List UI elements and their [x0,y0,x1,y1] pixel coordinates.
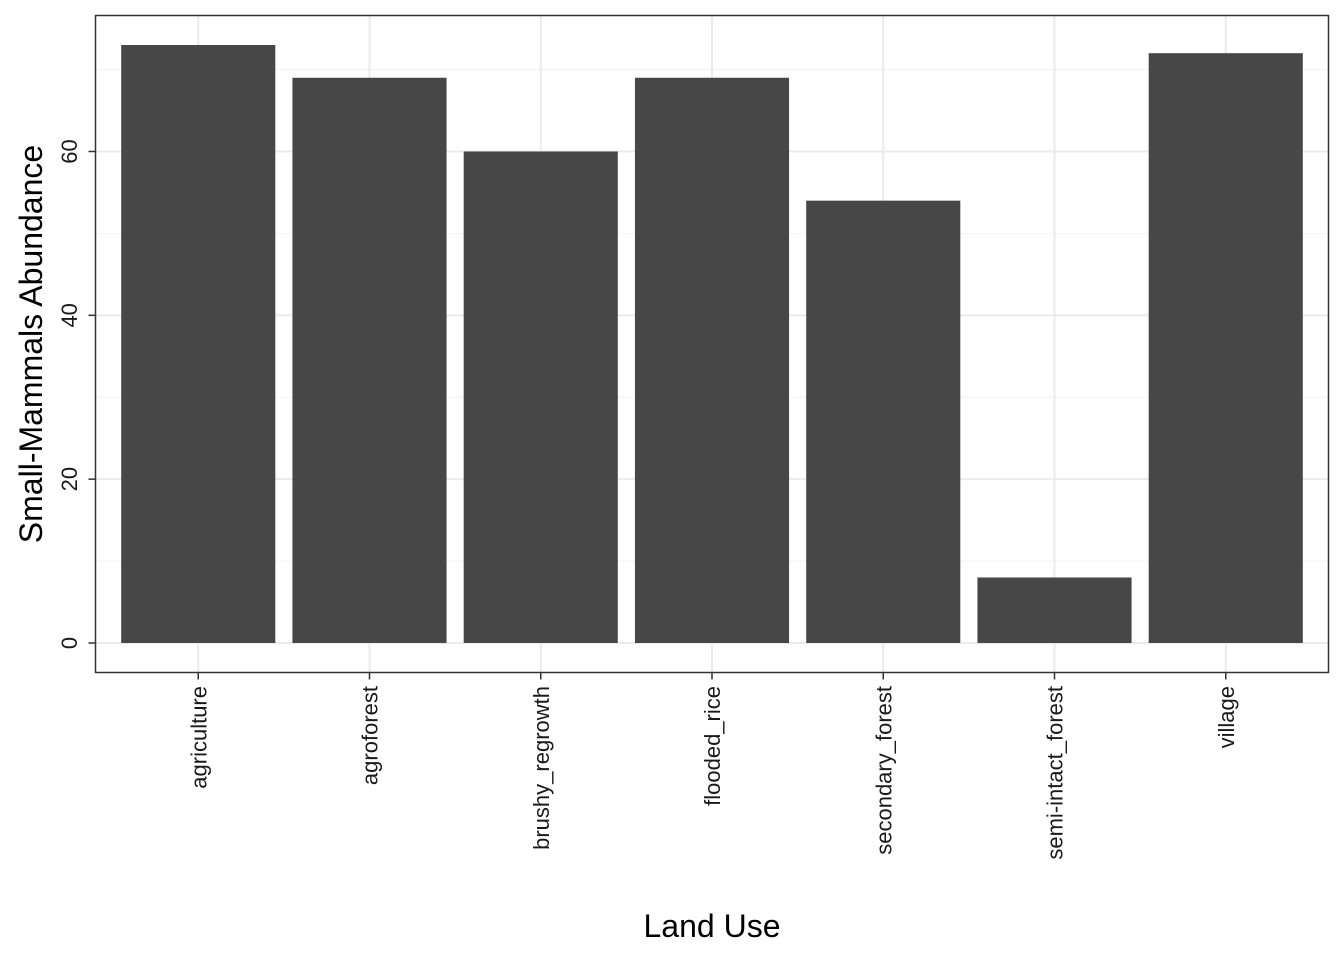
x-tick-label-agriculture: agriculture [186,686,211,789]
bar-agroforest [292,77,447,644]
y-axis-title: Small-Mammals Abundance [13,145,49,543]
y-tick-label: 40 [57,303,82,327]
y-tick-label: 60 [57,139,82,163]
x-tick-label-village: village [1214,686,1239,748]
x-tick-label-brushy_regrowth: brushy_regrowth [529,686,554,850]
x-axis: agriculture agroforest brushy_regrowth floo… [186,672,1239,860]
x-tick-label-flooded_rice: flooded_rice [700,686,725,806]
bars [121,44,1303,644]
x-tick-label-agroforest: agroforest [358,686,383,785]
bar-village [1148,53,1303,644]
bar-semi-intact_forest [977,577,1132,644]
y-tick-label: 20 [57,467,82,491]
y-axis: 0 20 40 60 [57,139,96,649]
bar-brushy_regrowth [463,151,618,644]
bar-flooded_rice [634,77,790,644]
x-tick-label-secondary_forest: secondary_forest [871,686,896,855]
y-tick-label: 0 [57,637,82,649]
x-axis-title: Land Use [644,908,781,944]
bar-agriculture [121,44,276,644]
bar-secondary_forest [806,200,961,644]
x-tick-label-semi-intact_forest: semi-intact_forest [1043,686,1068,860]
